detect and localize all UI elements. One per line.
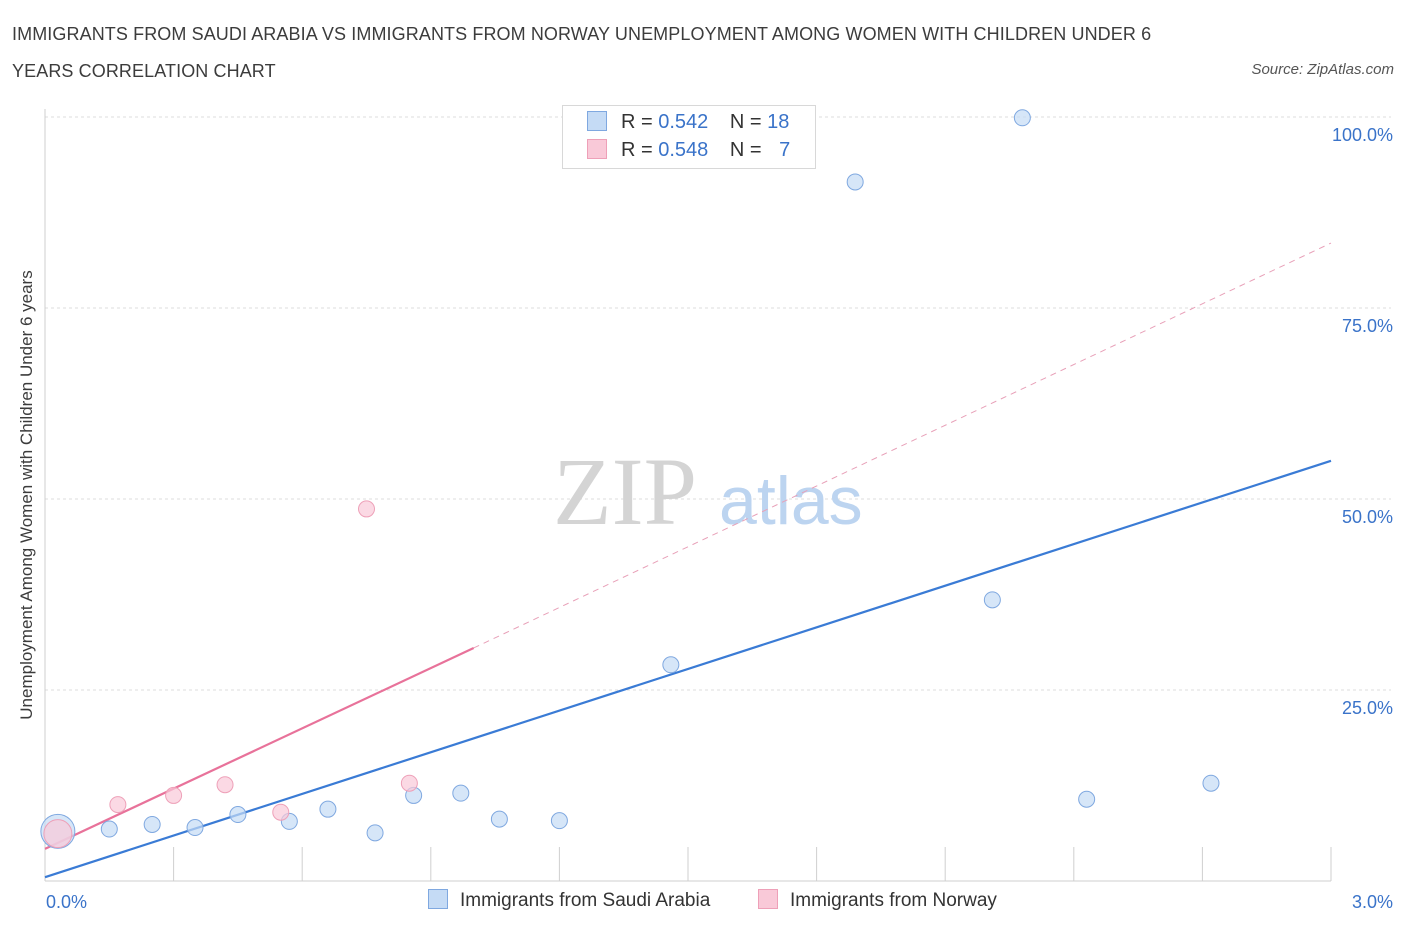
y-tick-label: 75.0%	[1342, 316, 1393, 336]
series-name-saudi: Immigrants from Saudi Arabia	[460, 890, 711, 911]
saudi-data-point	[319, 800, 337, 818]
legend-n-label: N =	[729, 139, 762, 161]
norway-trend-extension	[473, 242, 1332, 649]
saudi-data-point	[550, 812, 568, 830]
correlation-legend: R = 0.542 N = 18 R = 0.548 N = 7	[562, 105, 816, 169]
norway-trend-line	[44, 646, 475, 850]
norway-data-point	[400, 774, 418, 792]
source-note: Source: ZipAtlas.com	[1251, 61, 1394, 78]
series-legend-norway: Immigrants from Norway	[758, 889, 997, 912]
legend-row-norway: R = 0.548 N = 7	[587, 139, 790, 167]
saudi-data-point	[490, 810, 508, 828]
norway-data-point	[43, 819, 73, 849]
norway-data-point	[165, 786, 183, 804]
legend-swatch-norway	[587, 139, 607, 159]
x-tick-label: 3.0%	[1352, 892, 1393, 912]
legend-n-value: 18	[767, 111, 790, 133]
saudi-data-point	[100, 820, 118, 838]
legend-r-value: 0.542	[658, 111, 709, 133]
series-legend: Immigrants from Saudi Arabia Immigrants …	[0, 889, 1406, 917]
legend-n-label: N =	[729, 111, 762, 133]
legend-swatch-saudi	[587, 111, 607, 131]
saudi-data-point	[186, 819, 204, 837]
trend-lines	[44, 242, 1332, 879]
norway-data-point	[216, 776, 234, 794]
data-points	[40, 109, 1220, 849]
saudi-data-point	[1202, 774, 1220, 792]
series-legend-saudi: Immigrants from Saudi Arabia	[428, 889, 710, 912]
x-tick-label: 0.0%	[46, 892, 87, 912]
norway-data-point	[358, 500, 375, 518]
axes	[44, 109, 1332, 882]
saudi-data-point	[1013, 109, 1031, 127]
legend-row-saudi: R = 0.542 N = 18	[587, 111, 789, 139]
saudi-data-point	[143, 815, 161, 833]
chart-title: IMMIGRANTS FROM SAUDI ARABIA VS IMMIGRAN…	[12, 24, 1152, 81]
y-tick-label: 25.0%	[1342, 698, 1393, 718]
saudi-data-point	[846, 173, 864, 191]
saudi-data-point	[452, 784, 470, 802]
legend-r-label: R =	[621, 139, 653, 161]
saudi-data-point	[662, 656, 680, 674]
series-swatch-norway	[758, 889, 778, 909]
series-swatch-saudi	[428, 889, 448, 909]
tick-labels: 25.0% 50.0% 75.0% 100.0% 0.0% 3.0%	[46, 125, 1393, 912]
saudi-data-point	[366, 824, 384, 842]
norway-data-point	[272, 803, 290, 821]
legend-r-label: R =	[621, 111, 653, 133]
y-tick-label: 100.0%	[1332, 125, 1393, 145]
saudi-data-point	[983, 591, 1001, 609]
legend-n-value: 7	[779, 139, 791, 161]
y-tick-label: 50.0%	[1342, 507, 1393, 527]
gridlines	[45, 116, 1391, 691]
norway-data-point	[109, 796, 127, 814]
watermark-atlas: atlas	[719, 463, 863, 539]
series-name-norway: Immigrants from Norway	[790, 890, 997, 911]
saudi-trend-line	[44, 459, 1332, 879]
saudi-data-point	[1078, 790, 1096, 808]
watermark-zip: ZIP	[553, 438, 697, 545]
legend-r-value: 0.548	[658, 139, 709, 161]
saudi-data-point	[229, 806, 247, 824]
